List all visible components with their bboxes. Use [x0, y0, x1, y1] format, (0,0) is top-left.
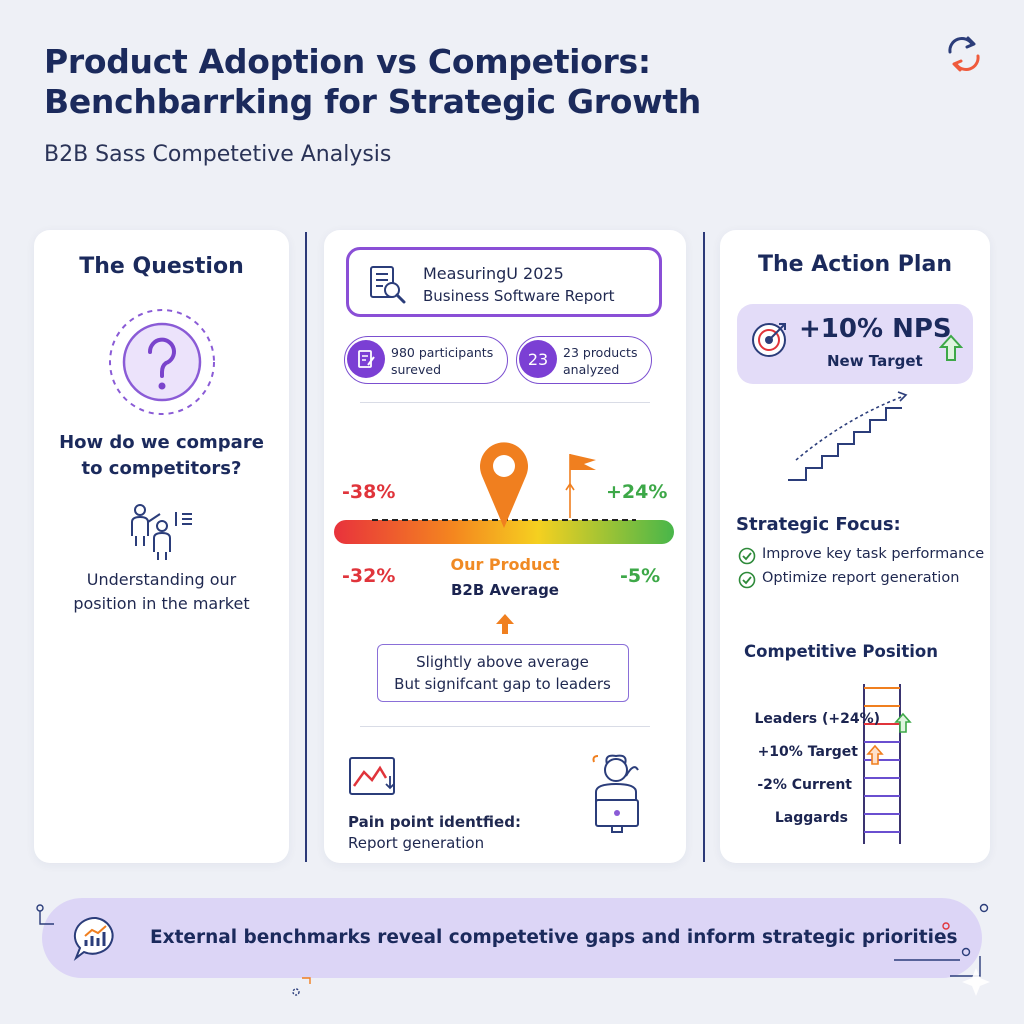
participants-count: 980 participants [391, 345, 494, 360]
benchmark-gauge: -38% +24% -32% -5% [334, 442, 674, 587]
check-circle-icon [738, 571, 756, 589]
question-text: How do we compare to competitors? [34, 430, 289, 482]
nps-value: +10% NPS [799, 314, 952, 344]
report-card: MeasuringU 2025 Business Software Report… [324, 230, 686, 863]
ladder-current: -2% Current [757, 777, 852, 793]
page-title: Product Adoption vs Competiors: Benchbar… [44, 42, 701, 122]
our-product-label: Our Product [450, 555, 560, 574]
ladder-leaders: Leaders (+24%) [754, 711, 880, 727]
products-count-badge: 23 [519, 340, 557, 378]
report-source-box: MeasuringU 2025 Business Software Report [346, 247, 662, 317]
insight-note: Slightly above average But signifcant ga… [377, 644, 629, 702]
question-desc-line-1: Understanding our [86, 570, 237, 589]
insight-line-1: Slightly above average [416, 653, 589, 671]
chat-chart-icon [73, 916, 114, 961]
document-search-icon [370, 266, 406, 304]
pct-top-left: -38% [342, 481, 395, 503]
products-label: analyzed [563, 362, 620, 377]
circuit-decoration-icon [292, 977, 311, 996]
question-card: The Question How do we compare to compet… [34, 230, 289, 863]
participants-label: sureved [391, 362, 442, 377]
nps-target-box: +10% NPS New Target [737, 304, 973, 384]
page-subtitle: B2B Sass Competetive Analysis [44, 142, 392, 167]
title-line-2: Benchbarrking for Strategic Growth [44, 82, 701, 121]
pct-bottom-right: -5% [620, 565, 660, 587]
circuit-decoration-icon [894, 903, 990, 996]
people-presentation-icon [131, 504, 192, 560]
b2b-average-label: B2B Average [451, 581, 559, 599]
arrow-up-icon [496, 614, 514, 634]
question-desc-line-2: position in the market [73, 594, 250, 613]
pain-point-heading: Pain point identfied: [348, 813, 521, 831]
question-text-line-2: to competitors? [81, 458, 242, 479]
question-title: The Question [79, 254, 244, 279]
gauge-bar [334, 520, 674, 544]
report-name: MeasuringU 2025 [423, 264, 564, 283]
ladder-laggards: Laggards [774, 810, 848, 826]
circuit-decoration-icon [36, 904, 54, 925]
action-plan-title: The Action Plan [758, 252, 952, 277]
strategic-focus-heading: Strategic Focus: [736, 514, 901, 535]
products-count: 23 products [563, 345, 638, 360]
flag-icon [565, 454, 596, 518]
survey-form-icon [347, 340, 385, 378]
arrow-up-green-icon [894, 712, 912, 733]
refresh-arrows-icon [948, 36, 980, 72]
participants-stat: 980 participants sureved [344, 336, 508, 384]
target-icon [752, 323, 786, 357]
footer-text: External benchmarks reveal competetive g… [150, 927, 958, 948]
ladder-icon [863, 684, 901, 844]
footer-banner: External benchmarks reveal competetive g… [42, 898, 982, 978]
ladder-target: +10% Target [757, 744, 858, 760]
declining-chart-icon [349, 757, 395, 795]
question-description: Understanding our position in the market [34, 568, 289, 616]
action-plan-card: The Action Plan +10% NPS New Target Stra… [720, 230, 990, 863]
products-stat: 23 23 products analyzed [516, 336, 652, 384]
divider-2 [703, 232, 705, 862]
divider-top [360, 402, 650, 403]
arrow-up-orange-icon [866, 744, 884, 765]
title-line-1: Product Adoption vs Competiors: [44, 42, 651, 81]
divider-bottom [360, 726, 650, 727]
pain-point-value: Report generation [348, 834, 485, 852]
focus-item-2: Optimize report generation [762, 570, 960, 586]
pct-bottom-left: -32% [342, 565, 395, 587]
location-pin-icon [480, 442, 528, 528]
growth-stairs-icon [788, 391, 908, 481]
divider-1 [305, 232, 307, 862]
competitive-position-heading: Competitive Position [744, 642, 938, 661]
question-mark-icon [109, 309, 215, 415]
report-subname: Business Software Report [423, 287, 615, 305]
check-circle-icon [738, 547, 756, 565]
insight-line-2: But signifcant gap to leaders [394, 675, 611, 693]
pct-top-right: +24% [606, 481, 667, 503]
frustrated-user-icon [592, 754, 639, 833]
nps-label: New Target [827, 352, 923, 370]
question-text-line-1: How do we compare [59, 432, 264, 453]
arrow-up-green-icon [939, 334, 963, 361]
focus-item-1: Improve key task performance [762, 546, 985, 562]
